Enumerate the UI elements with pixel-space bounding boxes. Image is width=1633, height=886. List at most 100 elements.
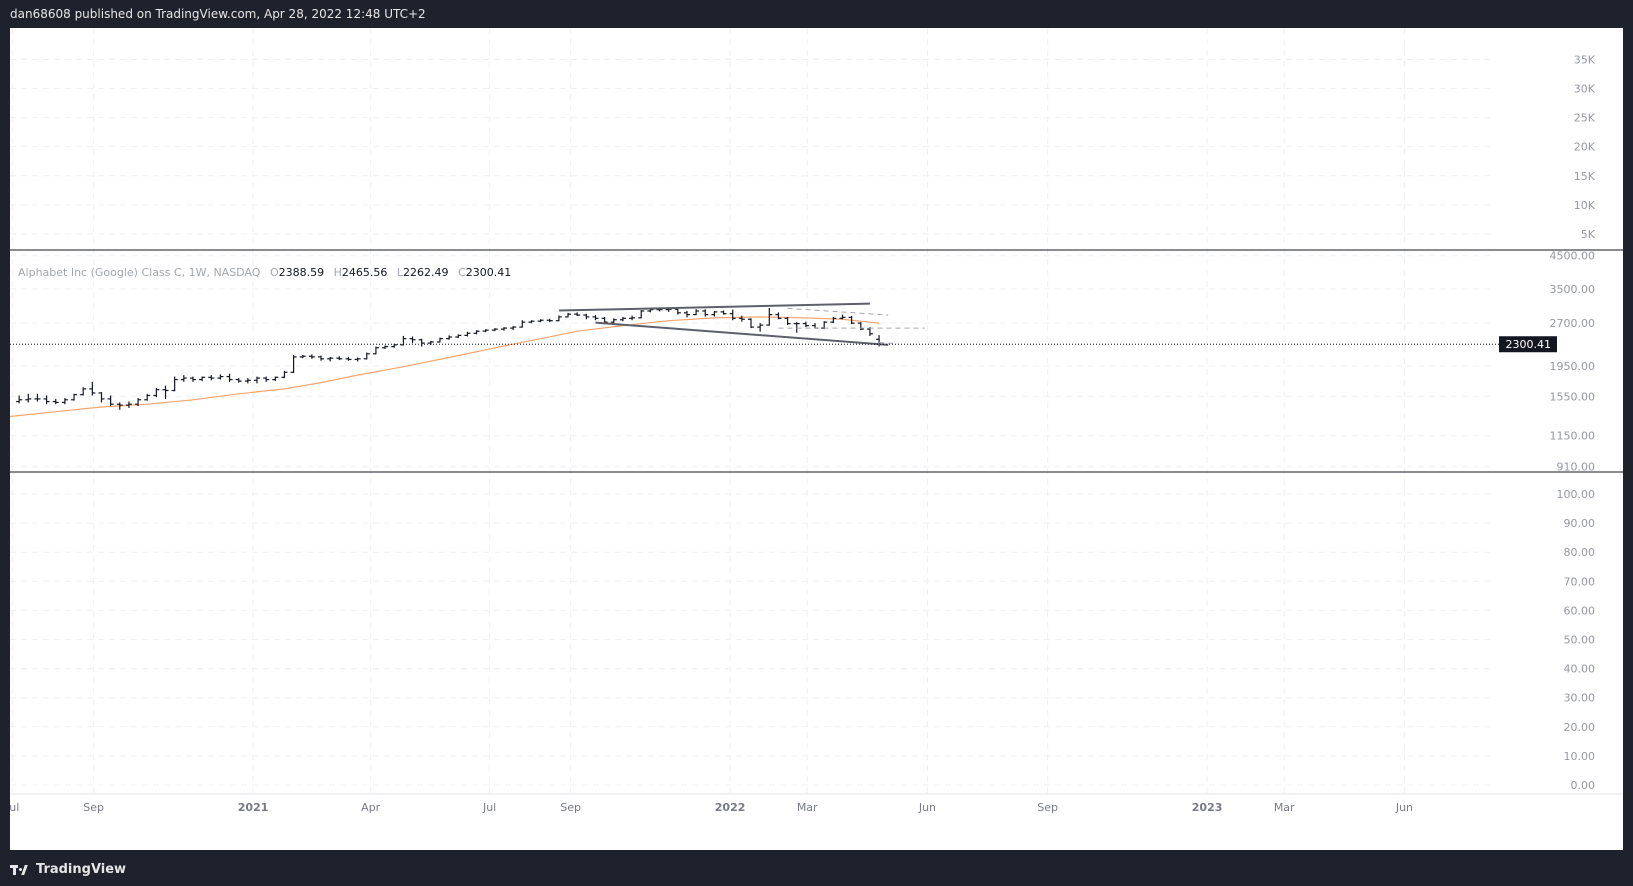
ohlc-bar	[775, 312, 781, 319]
grid-lines	[10, 28, 1492, 793]
ohlc-bar	[245, 378, 251, 383]
ohlc-bar	[464, 332, 470, 337]
ohlc-bar	[71, 394, 77, 401]
ohlc-bar	[611, 318, 617, 323]
ohlc-bar	[446, 335, 452, 339]
footer-bar: TradingView	[0, 850, 1633, 886]
close-value: 2300.41	[466, 266, 512, 279]
low-value: 2262.49	[403, 266, 449, 279]
ohlc-bar	[684, 311, 690, 317]
ohlc-bar	[236, 378, 242, 383]
top-pane-axis: 35K30K25K20K15K10K5K	[1574, 53, 1596, 240]
y-tick-label: 20K	[1574, 141, 1596, 154]
y-tick-label: 35K	[1574, 53, 1596, 66]
x-tick-label: 2021	[238, 801, 269, 814]
y-tick-label: 30K	[1574, 83, 1596, 96]
ohlc-bar	[382, 345, 388, 349]
x-tick-label: 2023	[1192, 801, 1223, 814]
ohlc-bar	[419, 339, 425, 347]
ohlc-bar	[583, 314, 589, 320]
ohlc-bar	[492, 328, 498, 331]
ohlc-bar	[62, 398, 68, 404]
bottom-pane-axis: 100.0090.0080.0070.0060.0050.0040.0030.0…	[1557, 488, 1596, 792]
open-value: 2388.59	[279, 266, 325, 279]
y-tick-label: 100.00	[1557, 488, 1596, 501]
ohlc-bar	[108, 395, 114, 406]
ohlc-bar	[474, 330, 480, 334]
x-tick-label: Jun	[918, 801, 936, 814]
y-tick-label: 910.00	[1557, 461, 1596, 474]
ohlc-bar	[25, 394, 31, 403]
last-price-label: 2300.41	[1506, 338, 1552, 351]
moving-average	[10, 317, 879, 417]
ohlc-bar	[181, 375, 187, 382]
x-tick-label: Sep	[83, 801, 104, 814]
tradingview-logo[interactable]: TradingView	[10, 862, 126, 877]
high-label: H	[334, 266, 342, 279]
ohlc-bar	[163, 386, 169, 399]
ohlc-bar	[501, 327, 507, 331]
open-label: O	[270, 266, 279, 279]
ohlc-bar	[144, 394, 150, 401]
ohlc-bar	[80, 387, 86, 395]
ohlc-bar	[254, 377, 260, 384]
ohlc-bar	[693, 309, 699, 315]
publish-info: dan68608 published on TradingView.com, A…	[10, 7, 426, 21]
ohlc-bar	[574, 312, 580, 316]
ohlc-bar	[510, 326, 516, 330]
ohlc-bar	[455, 334, 461, 338]
ohlc-bar	[199, 377, 205, 381]
chart-canvas[interactable]: 35K30K25K20K15K10K5K 4500.003500.002700.…	[10, 28, 1623, 850]
ohlc-bar	[528, 320, 534, 323]
ohlc-bar	[629, 316, 635, 321]
ohlc-bar	[126, 402, 132, 408]
chart-frame: 35K30K25K20K15K10K5K 4500.003500.002700.…	[10, 28, 1623, 850]
y-tick-label: 4500.00	[1550, 250, 1596, 263]
ohlc-bar	[318, 356, 324, 361]
ohlc-bar	[592, 315, 598, 320]
close-label: C	[458, 266, 466, 279]
x-tick-label: Jul	[482, 801, 496, 814]
ohlc-bar	[721, 311, 727, 315]
y-tick-label: 1550.00	[1550, 390, 1596, 403]
x-tick-label: Sep	[560, 801, 581, 814]
y-tick-label: 20.00	[1564, 721, 1596, 734]
trendline	[559, 304, 870, 311]
main-pane-axis: 4500.003500.002700.001950.001550.001150.…	[1550, 250, 1596, 474]
ohlc-bar	[620, 317, 626, 321]
time-axis: JulSep2021AprJulSep2022MarJunSep2023MarJ…	[10, 801, 1413, 814]
ohlc-bar	[410, 336, 416, 343]
ohlc-bar	[675, 308, 681, 314]
ohlc-bar	[53, 399, 59, 404]
trendline	[595, 323, 888, 345]
ohlc-bar	[98, 392, 104, 402]
ohlc-bar	[757, 323, 763, 332]
y-tick-label: 15K	[1574, 170, 1596, 183]
y-tick-label: 0.00	[1571, 779, 1596, 792]
ohlc-bar	[538, 319, 544, 322]
y-tick-label: 30.00	[1564, 692, 1596, 705]
y-tick-label: 40.00	[1564, 663, 1596, 676]
symbol-legend[interactable]: Alphabet Inc (Google) Class C, 1W, NASDA…	[18, 266, 511, 279]
y-tick-label: 70.00	[1564, 575, 1596, 588]
y-tick-label: 60.00	[1564, 604, 1596, 617]
x-tick-label: 2022	[715, 801, 746, 814]
tradingview-logo-icon	[10, 865, 30, 875]
ohlc-bar	[190, 377, 196, 382]
x-tick-label: Jun	[1395, 801, 1413, 814]
ohlc-bar	[345, 357, 351, 361]
ohlc-bar	[711, 311, 717, 316]
ohlc-bar	[327, 357, 333, 361]
y-tick-label: 5K	[1581, 228, 1596, 241]
ohlc-bar	[309, 354, 315, 358]
ohlc-bar	[638, 310, 644, 318]
ohlc-bar	[217, 374, 223, 379]
y-tick-label: 10K	[1574, 199, 1596, 212]
ohlc-bar	[208, 375, 214, 380]
ohlc-bar	[739, 316, 745, 322]
ohlc-bar	[263, 377, 269, 382]
ohlc-bar	[437, 338, 443, 343]
x-tick-label: Jul	[10, 801, 19, 814]
trendlines[interactable]	[559, 304, 925, 345]
ohlc-bar	[336, 356, 342, 360]
